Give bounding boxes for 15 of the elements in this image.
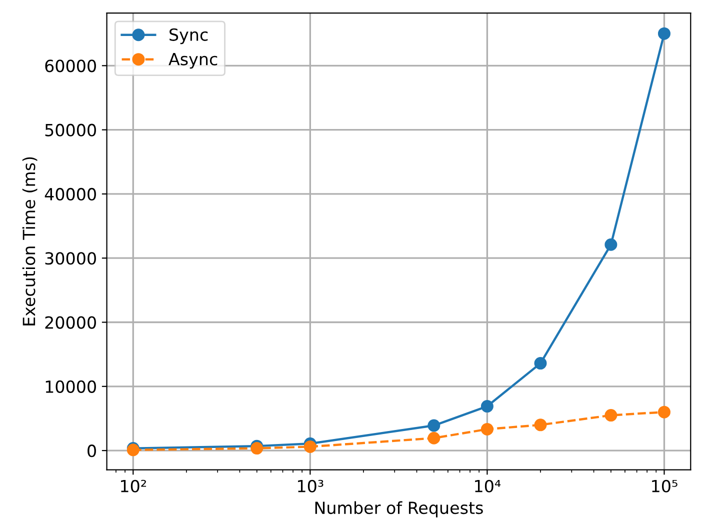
- x-tick-label: 10³: [298, 480, 324, 492]
- y-tick-label: 40000: [44, 188, 96, 201]
- legend-label: Async: [168, 53, 218, 69]
- y-tick-label: 20000: [45, 316, 96, 329]
- y-tick-label: 0: [88, 444, 96, 458]
- legend-label: Sync: [170, 28, 208, 44]
- y-tick-label: 30000: [45, 252, 96, 265]
- x-tick-label: 10⁵: [652, 480, 678, 492]
- y-tick-label: 60000: [45, 60, 96, 72]
- y-tick-label: 10000: [46, 380, 96, 393]
- y-axis-title: Execution Time (ms): [22, 157, 38, 326]
- x-tick-label: 10⁴: [475, 480, 501, 492]
- y-tick-label: 50000: [45, 124, 96, 136]
- x-tick-label: 10²: [121, 480, 146, 492]
- x-axis-title: Number of Requests: [315, 501, 483, 518]
